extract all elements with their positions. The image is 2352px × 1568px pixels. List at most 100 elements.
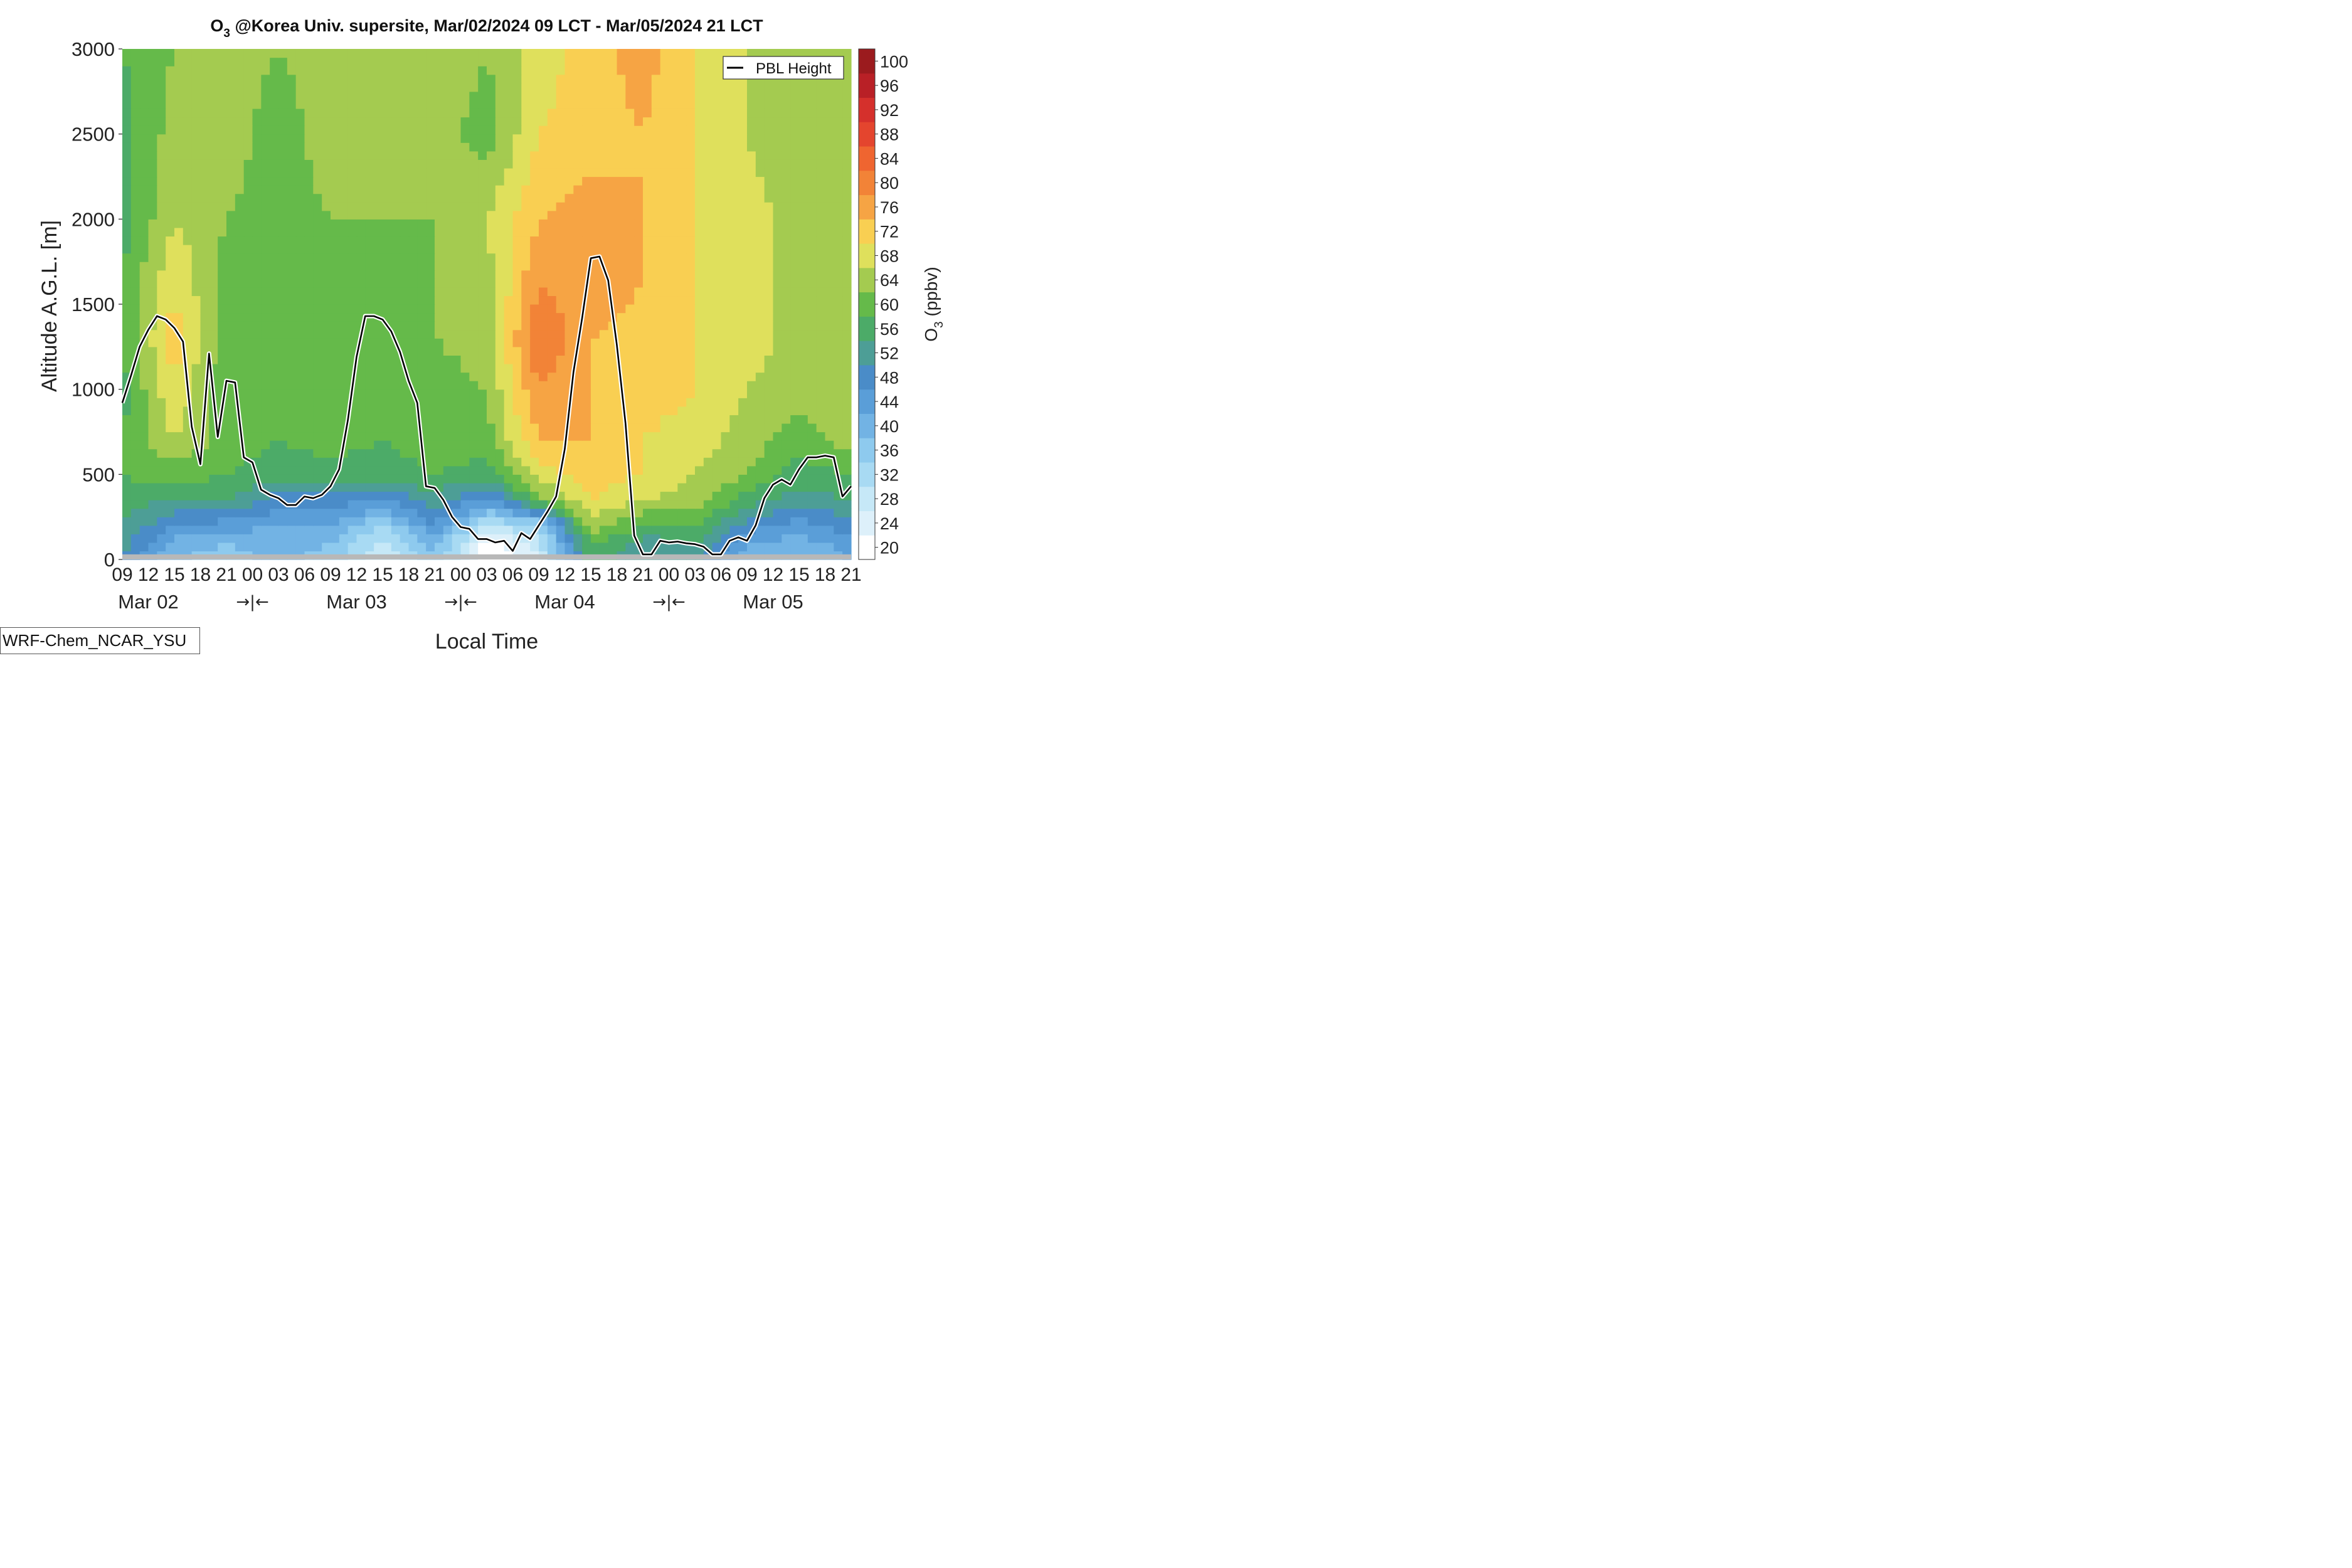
ozone-cell: [374, 517, 383, 526]
ozone-cell: [738, 500, 748, 509]
ozone-cell: [608, 491, 618, 501]
ozone-cell: [426, 83, 435, 92]
ozone-cell: [295, 159, 305, 169]
ozone-cell: [426, 491, 435, 501]
ozone-cell: [322, 346, 331, 356]
ozone-cell: [660, 304, 670, 314]
ozone-cell: [539, 381, 548, 390]
ozone-cell: [469, 91, 479, 100]
ozone-cell: [347, 125, 358, 135]
ozone-cell: [383, 151, 392, 160]
ozone-cell: [235, 295, 245, 305]
ozone-cell: [435, 270, 444, 279]
ozone-cell: [130, 329, 140, 339]
ozone-cell: [799, 329, 808, 339]
ozone-cell: [504, 457, 514, 467]
ozone-cell: [374, 83, 383, 92]
ozone-cell: [139, 227, 149, 237]
ozone-cell: [209, 474, 218, 484]
ozone-cell: [130, 440, 140, 450]
ozone-cell: [816, 134, 826, 143]
ozone-cell: [530, 176, 539, 186]
ozone-cell: [365, 372, 374, 381]
ozone-cell: [807, 312, 817, 322]
ozone-cell: [313, 278, 322, 288]
ozone-cell: [556, 202, 566, 211]
ozone-cell: [512, 227, 522, 237]
ozone-cell: [539, 142, 548, 152]
ozone-cell: [669, 278, 678, 288]
ozone-cell: [487, 270, 496, 279]
ozone-cell: [807, 245, 817, 254]
ozone-cell: [122, 151, 132, 160]
ozone-cell: [643, 482, 652, 492]
ozone-cell: [547, 432, 557, 441]
ozone-cell: [331, 210, 340, 220]
ozone-cell: [807, 525, 817, 534]
ozone-cell: [773, 423, 782, 433]
ozone-cell: [383, 517, 392, 526]
ozone-cell: [235, 517, 245, 526]
ozone-cell: [166, 253, 175, 262]
ozone-cell: [452, 134, 462, 143]
ozone-cell: [235, 142, 245, 152]
ozone-cell: [807, 517, 817, 526]
ozone-cell: [243, 500, 253, 509]
ozone-cell: [278, 440, 288, 450]
ozone-cell: [356, 542, 366, 552]
ozone-cell: [625, 57, 635, 66]
ozone-cell: [469, 210, 479, 220]
ozone-cell: [295, 542, 305, 552]
ozone-cell: [703, 482, 713, 492]
ozone-cell: [695, 117, 704, 126]
ozone-cell: [287, 134, 297, 143]
ozone-cell: [460, 91, 470, 100]
ozone-cell: [331, 534, 340, 543]
ozone-cell: [261, 151, 270, 160]
ozone-cell: [695, 491, 704, 501]
ozone-cell: [148, 525, 157, 534]
ozone-cell: [799, 134, 808, 143]
ozone-cell: [313, 406, 322, 415]
ozone-cell: [374, 363, 383, 373]
ozone-cell: [391, 236, 401, 245]
ozone-cell: [435, 432, 444, 441]
ozone-cell: [747, 517, 756, 526]
ozone-cell: [686, 185, 696, 194]
ozone-cell: [235, 372, 245, 381]
ozone-cell: [816, 236, 826, 245]
ozone-cell: [834, 508, 843, 517]
ozone-cell: [148, 202, 157, 211]
ozone-cell: [651, 338, 661, 347]
ozone-cell: [408, 491, 418, 501]
ozone-cell: [469, 57, 479, 66]
ozone-cell: [790, 346, 800, 356]
ozone-cell: [339, 159, 349, 169]
ozone-cell: [139, 176, 149, 186]
ozone-cell: [148, 270, 157, 279]
ozone-cell: [365, 525, 374, 534]
ozone-cell: [799, 142, 808, 152]
ozone-cell: [304, 474, 314, 484]
ozone-cell: [625, 167, 635, 177]
ozone-cell: [435, 202, 444, 211]
ozone-cell: [356, 448, 366, 458]
ozone-cell: [669, 210, 678, 220]
ozone-cell: [712, 346, 722, 356]
ozone-cell: [331, 508, 340, 517]
ozone-cell: [755, 372, 765, 381]
ozone-cell: [591, 100, 600, 109]
ozone-cell: [374, 91, 383, 100]
ozone-cell: [435, 210, 444, 220]
ozone-cell: [643, 534, 652, 543]
ozone-cell: [252, 321, 262, 331]
ozone-cell: [183, 108, 193, 118]
ozone-cell: [487, 542, 496, 552]
ozone-cell: [643, 338, 652, 347]
ozone-cell: [252, 432, 262, 441]
ozone-cell: [183, 287, 193, 297]
ozone-cell: [166, 423, 175, 433]
ozone-cell: [157, 117, 166, 126]
ozone-cell: [495, 117, 505, 126]
ozone-cell: [625, 542, 635, 552]
